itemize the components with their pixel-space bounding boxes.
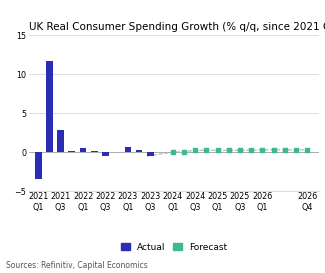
Point: [271, 148, 276, 152]
Bar: [102, 152, 109, 156]
Point: [249, 148, 254, 152]
Point: [226, 148, 231, 152]
Point: [181, 150, 187, 154]
Point: [193, 148, 198, 152]
Bar: [147, 152, 154, 156]
Point: [215, 148, 220, 152]
Legend: Actual, Forecast: Actual, Forecast: [117, 239, 231, 256]
Point: [260, 148, 265, 152]
Bar: [57, 130, 64, 152]
Bar: [136, 150, 142, 152]
Bar: [35, 152, 42, 179]
Point: [238, 148, 243, 152]
Bar: [46, 61, 53, 152]
Point: [305, 148, 310, 152]
Bar: [124, 147, 131, 152]
Point: [282, 148, 288, 152]
Point: [204, 148, 209, 152]
Text: UK Real Consumer Spending Growth (% q/q, since 2021 Q1): UK Real Consumer Spending Growth (% q/q,…: [29, 22, 325, 32]
Point: [293, 148, 299, 152]
Bar: [80, 148, 86, 152]
Point: [170, 150, 176, 155]
Text: Sources: Refinitiv, Capital Economics: Sources: Refinitiv, Capital Economics: [6, 261, 148, 270]
